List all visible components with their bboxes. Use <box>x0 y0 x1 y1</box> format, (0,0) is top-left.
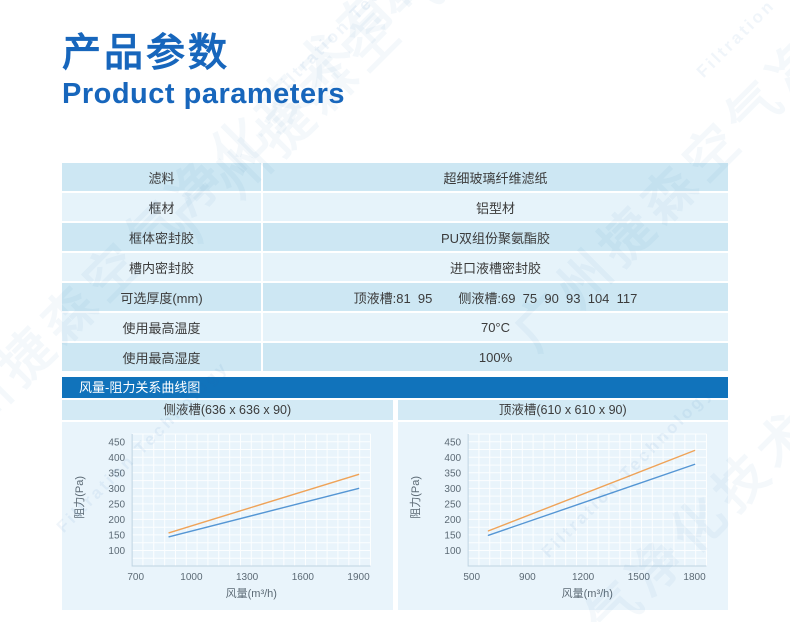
x-axis-label: 风量(m³/h) <box>226 587 277 600</box>
x-tick-label: 700 <box>127 572 144 583</box>
y-tick-label: 400 <box>108 453 125 464</box>
axis-lines <box>467 434 706 567</box>
spec-label: 使用最高温度 <box>62 313 263 341</box>
axis-lines <box>131 434 371 567</box>
series-line-lower-curve <box>168 487 360 538</box>
line-chart-top-groove: 100 150 200 250 300 350 400 450 500 900 1200 1500 18… <box>409 433 707 600</box>
x-tick-label: 1300 <box>236 572 259 583</box>
spec-value: 进口液槽密封胶 <box>449 260 541 276</box>
y-tick-label: 400 <box>444 453 461 464</box>
x-tick-label: 1500 <box>627 572 650 583</box>
y-tick-label: 150 <box>444 530 461 541</box>
chart-top-groove: 100 150 200 250 300 350 400 450 500 900 1200 1500 18… <box>397 422 728 610</box>
x-tick-label: 900 <box>519 572 536 583</box>
page-subtitle: Product parameters <box>62 78 345 110</box>
y-tick-label: 450 <box>444 437 461 448</box>
spec-value: 顶液槽:81 95 侧液槽:69 75 90 93 104 117 <box>353 290 638 306</box>
spec-label: 可选厚度(mm) <box>62 283 263 311</box>
chart-title-top-groove: 顶液槽(610 x 610 x 90) <box>397 400 728 420</box>
spec-label: 槽内密封胶 <box>62 253 263 281</box>
series-line-upper-curve <box>168 473 360 534</box>
series-line-upper-curve <box>487 449 695 532</box>
spec-label: 框材 <box>62 193 263 221</box>
y-tick-label: 150 <box>108 530 125 541</box>
watermark-text-en: Filtration Technology <box>693 0 790 82</box>
y-axis-label: 阻力(Pa) <box>73 476 86 519</box>
x-tick-label: 1600 <box>292 572 315 583</box>
chart-section-title: 风量-阻力关系曲线图 <box>79 380 201 395</box>
spec-label: 框体密封胶 <box>62 223 263 251</box>
y-tick-label: 200 <box>108 515 125 526</box>
page-title: 产品参数 <box>62 32 231 75</box>
spec-value: 铝型材 <box>475 200 515 216</box>
spec-value: 70°C <box>480 319 511 335</box>
y-tick-label: 300 <box>108 484 125 495</box>
x-tick-label: 1900 <box>347 572 370 583</box>
x-axis-label: 风量(m³/h) <box>561 587 612 600</box>
grid-lines <box>131 433 371 567</box>
y-tick-label: 100 <box>444 546 461 557</box>
y-tick-label: 350 <box>444 468 461 479</box>
chart-title-side-groove: 侧液槽(636 x 636 x 90) <box>62 400 393 420</box>
y-tick-label: 200 <box>444 515 461 526</box>
spec-value: 100% <box>478 349 513 365</box>
table-row: 使用最高湿度 100% <box>62 343 728 373</box>
spec-label: 滤料 <box>62 163 263 191</box>
x-tick-label: 500 <box>463 572 480 583</box>
y-tick-label: 450 <box>108 437 125 448</box>
grid-lines <box>467 433 707 567</box>
chart-titles-row: 侧液槽(636 x 636 x 90) 顶液槽(610 x 610 x 90) <box>62 400 728 420</box>
x-tick-label: 1000 <box>180 572 203 583</box>
y-tick-label: 250 <box>108 499 125 510</box>
y-tick-label: 100 <box>108 546 125 557</box>
y-tick-label: 300 <box>444 484 461 495</box>
table-row: 滤料 超细玻璃纤维滤纸 <box>62 163 728 193</box>
table-row: 框体密封胶 PU双组份聚氨酯胶 <box>62 223 728 253</box>
x-tick-label: 1200 <box>571 572 594 583</box>
chart-side-groove: 100 150 200 250 300 350 400 450 700 1000 1300 1600 1… <box>62 422 393 610</box>
table-row: 框材 铝型材 <box>62 193 728 223</box>
spec-value: 超细玻璃纤维滤纸 <box>443 170 548 186</box>
table-row: 槽内密封胶 进口液槽密封胶 <box>62 253 728 283</box>
table-row: 使用最高温度 70°C <box>62 313 728 343</box>
line-chart-side-groove: 100 150 200 250 300 350 400 450 700 1000 1300 1600 1… <box>73 433 371 600</box>
y-tick-label: 350 <box>108 468 125 479</box>
y-axis-label: 阻力(Pa) <box>409 476 422 519</box>
series-line-lower-curve <box>487 463 695 537</box>
spec-label: 使用最高湿度 <box>62 343 263 371</box>
spec-value: PU双组份聚氨酯胶 <box>440 230 551 246</box>
chart-panels: 100 150 200 250 300 350 400 450 700 1000 1300 1600 1… <box>62 422 728 610</box>
y-tick-label: 250 <box>444 499 461 510</box>
x-tick-label: 1800 <box>683 572 706 583</box>
spec-table: 滤料 超细玻璃纤维滤纸框材 铝型材框体密封胶 PU双组份聚氨酯胶槽内密封胶 进口液槽密封… <box>62 163 728 373</box>
table-row: 可选厚度(mm) 顶液槽:81 95 侧液槽:69 75 90 93 104 11… <box>62 283 728 313</box>
chart-section-header: 风量-阻力关系曲线图 <box>62 377 728 398</box>
